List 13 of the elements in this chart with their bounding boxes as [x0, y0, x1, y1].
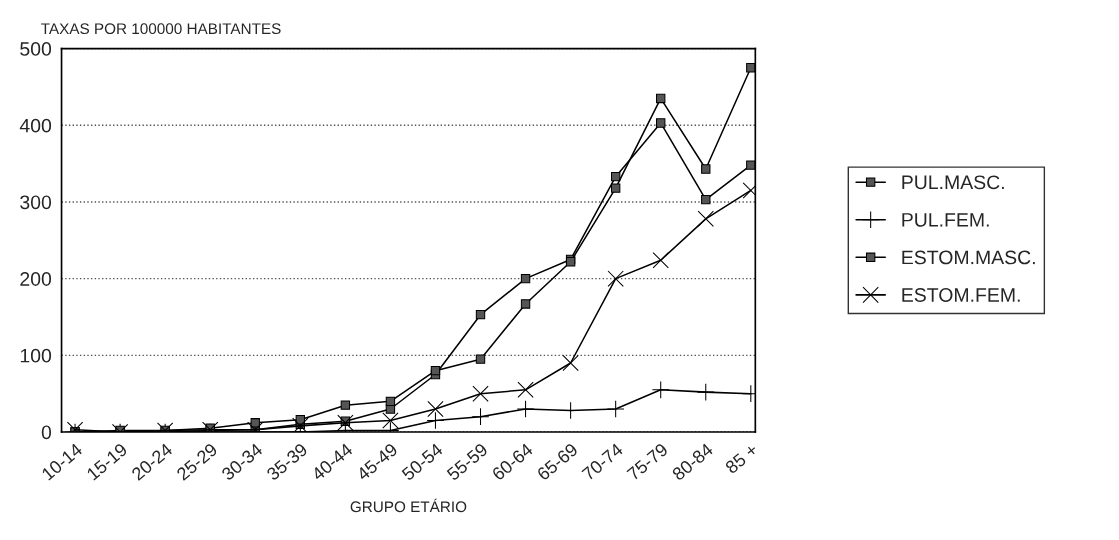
y-tick-label: 500: [20, 42, 52, 56]
legend-label: PUL.MASC.: [902, 175, 1004, 190]
y-axis-title: TAXAS POR 100000 HABITANTES: [41, 23, 281, 35]
x-tick-label: 85 +: [724, 442, 759, 475]
legend-label: ESTOM.MASC.: [902, 250, 1035, 265]
y-tick-label: 100: [20, 348, 52, 363]
x-axis-title: GRUPO ETÁRIO: [350, 498, 467, 513]
y-tick-label: 200: [20, 272, 52, 286]
legend-label: PUL.FEM.: [902, 213, 989, 227]
y-tick-label: 0: [41, 425, 52, 440]
legend-label: ESTOM.FEM.: [902, 288, 1020, 302]
y-tick-label: 400: [19, 118, 52, 133]
y-tick-label: 300: [20, 195, 52, 210]
